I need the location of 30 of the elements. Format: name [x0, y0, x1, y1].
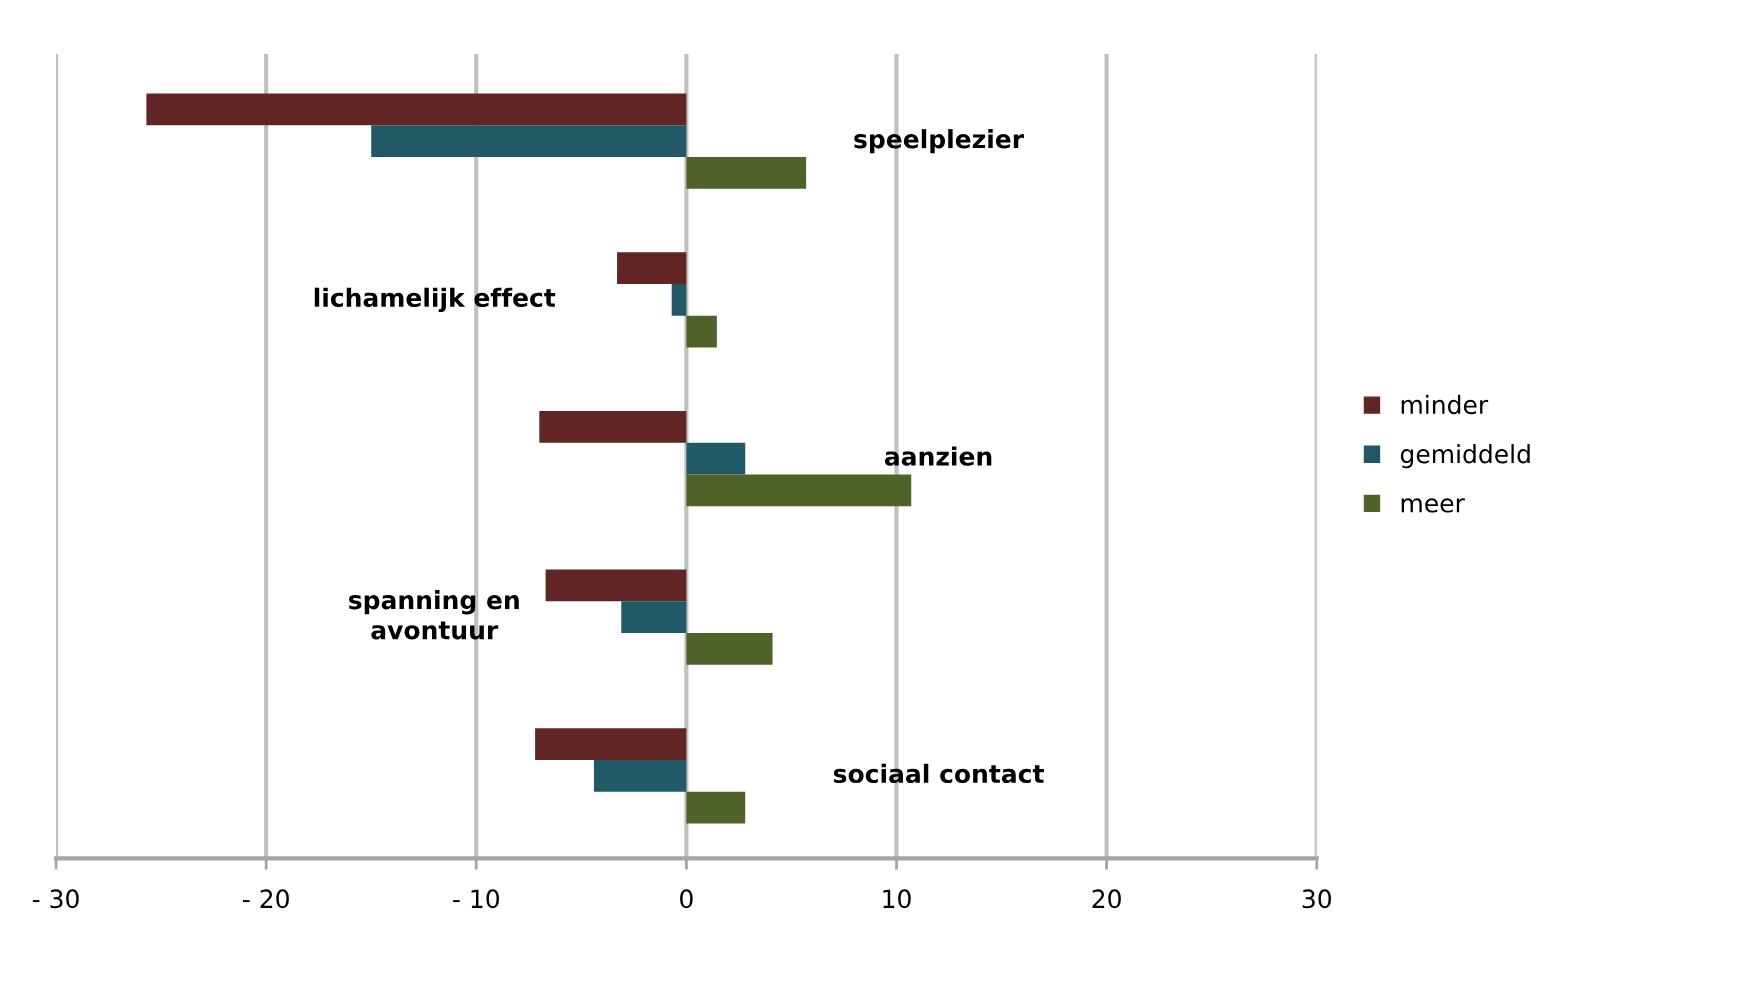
bar: [593, 760, 687, 792]
bar: [686, 315, 717, 348]
x-tick-label: 0: [680, 889, 693, 909]
bar: [545, 569, 687, 602]
y-tick-label: spanning en avontuur: [349, 590, 519, 640]
x-tick-label: - 20: [242, 889, 289, 909]
x-tick-label: 30: [1302, 889, 1331, 909]
bar: [371, 125, 687, 158]
bar: [686, 633, 773, 665]
bar: [686, 442, 746, 475]
bar: [621, 601, 687, 634]
bar: [686, 157, 807, 189]
y-tick-label: sociaal contact: [833, 763, 1044, 784]
bar: [617, 252, 687, 285]
x-tick-label: - 10: [453, 889, 499, 909]
bar: [146, 93, 687, 126]
legend-label: meer: [1401, 498, 1465, 513]
y-tick-label: aanzien: [884, 446, 992, 466]
x-tick-label: - 30: [32, 889, 79, 909]
x-tick-label: 10: [883, 889, 911, 909]
bar: [686, 474, 912, 507]
bar: [535, 728, 687, 760]
bar: [539, 410, 687, 443]
legend-label: gemiddeld: [1400, 444, 1530, 469]
x-tick-label: 20: [1092, 889, 1121, 909]
legend-label: minder: [1401, 394, 1489, 415]
y-tick-label: speelplezier: [854, 129, 1024, 154]
bar: [686, 791, 746, 824]
bar: [671, 284, 687, 316]
y-tick-label: lichamelijk effect: [314, 287, 556, 313]
